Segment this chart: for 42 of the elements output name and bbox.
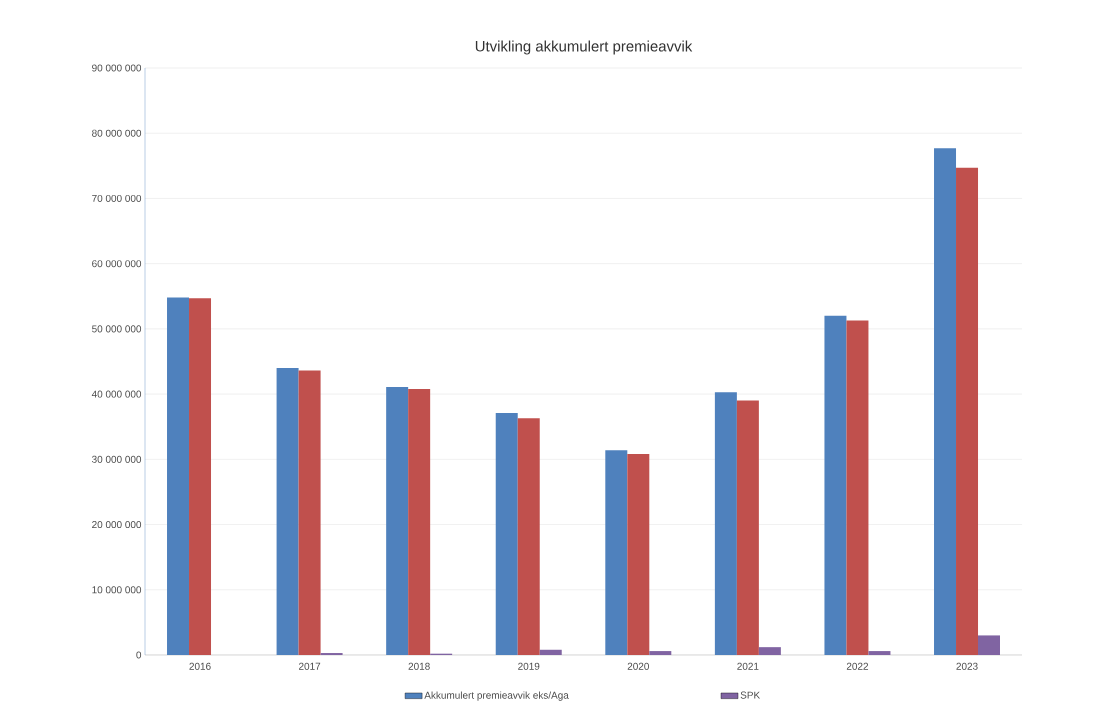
y-tick-label: 10 000 000	[92, 586, 142, 594]
bar	[605, 450, 628, 655]
bar	[714, 392, 737, 655]
bar	[978, 635, 1001, 655]
y-tick-label: 30 000 000	[92, 455, 142, 463]
x-tick-label: 2021	[737, 662, 759, 670]
legend-label: SPK	[740, 691, 761, 699]
chart-title: Utvikling akkumulert premieavvik	[475, 40, 693, 55]
bar	[189, 298, 212, 655]
x-tick-label: 2019	[518, 662, 540, 670]
bar	[956, 167, 979, 655]
x-tick-label: 2018	[408, 662, 430, 670]
bar	[539, 649, 562, 655]
y-tick-label: 60 000 000	[92, 260, 142, 268]
y-tick-label: 50 000 000	[92, 325, 142, 333]
bar	[167, 297, 190, 655]
bar	[627, 454, 650, 655]
y-tick-label: 0	[136, 651, 142, 659]
y-tick-label: 20 000 000	[92, 521, 142, 529]
bar	[495, 413, 518, 655]
bar	[517, 418, 540, 655]
legend-label: Akkumulert premieavvik eks/Aga	[424, 691, 569, 701]
y-tick-label: 80 000 000	[92, 129, 142, 137]
x-tick-label: 2020	[627, 662, 649, 670]
x-tick-label: 2022	[846, 662, 869, 670]
bar	[298, 370, 321, 655]
bar	[824, 315, 847, 655]
y-tick-label: 90 000 000	[92, 64, 142, 72]
bar	[846, 320, 869, 655]
bar	[758, 647, 781, 655]
y-tick-label: 70 000 000	[92, 194, 142, 202]
bar	[868, 651, 891, 655]
bar	[934, 148, 957, 655]
x-tick-label: 2017	[299, 662, 321, 670]
bar	[649, 651, 672, 655]
x-tick-label: 2016	[189, 662, 211, 670]
bar	[276, 368, 299, 655]
y-tick-label: 40 000 000	[91, 390, 142, 398]
bar	[736, 400, 759, 655]
x-tick-label: 2023	[956, 662, 978, 670]
bar	[386, 386, 409, 655]
bar	[408, 388, 431, 655]
